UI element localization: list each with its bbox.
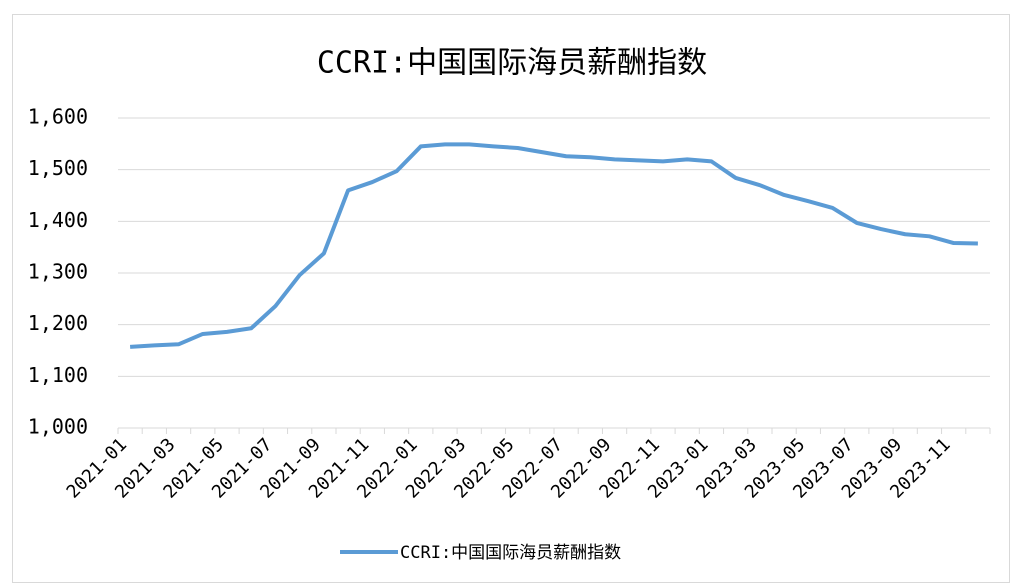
- legend-label: CCRI:中国国际海员薪酬指数: [400, 543, 621, 563]
- series-line: [129, 142, 978, 349]
- y-tick-label: 1,300: [28, 260, 88, 284]
- y-tick-label: 1,000: [28, 415, 88, 439]
- y-tick-label: 1,500: [28, 156, 88, 180]
- y-tick-label: 1,400: [28, 208, 88, 232]
- y-tick-label: 1,200: [28, 311, 88, 335]
- chart-title: CCRI:中国国际海员薪酬指数: [317, 46, 707, 81]
- y-tick-label: 1,600: [28, 105, 88, 129]
- y-tick-label: 1,100: [28, 363, 88, 387]
- chart-frame: [12, 14, 1010, 583]
